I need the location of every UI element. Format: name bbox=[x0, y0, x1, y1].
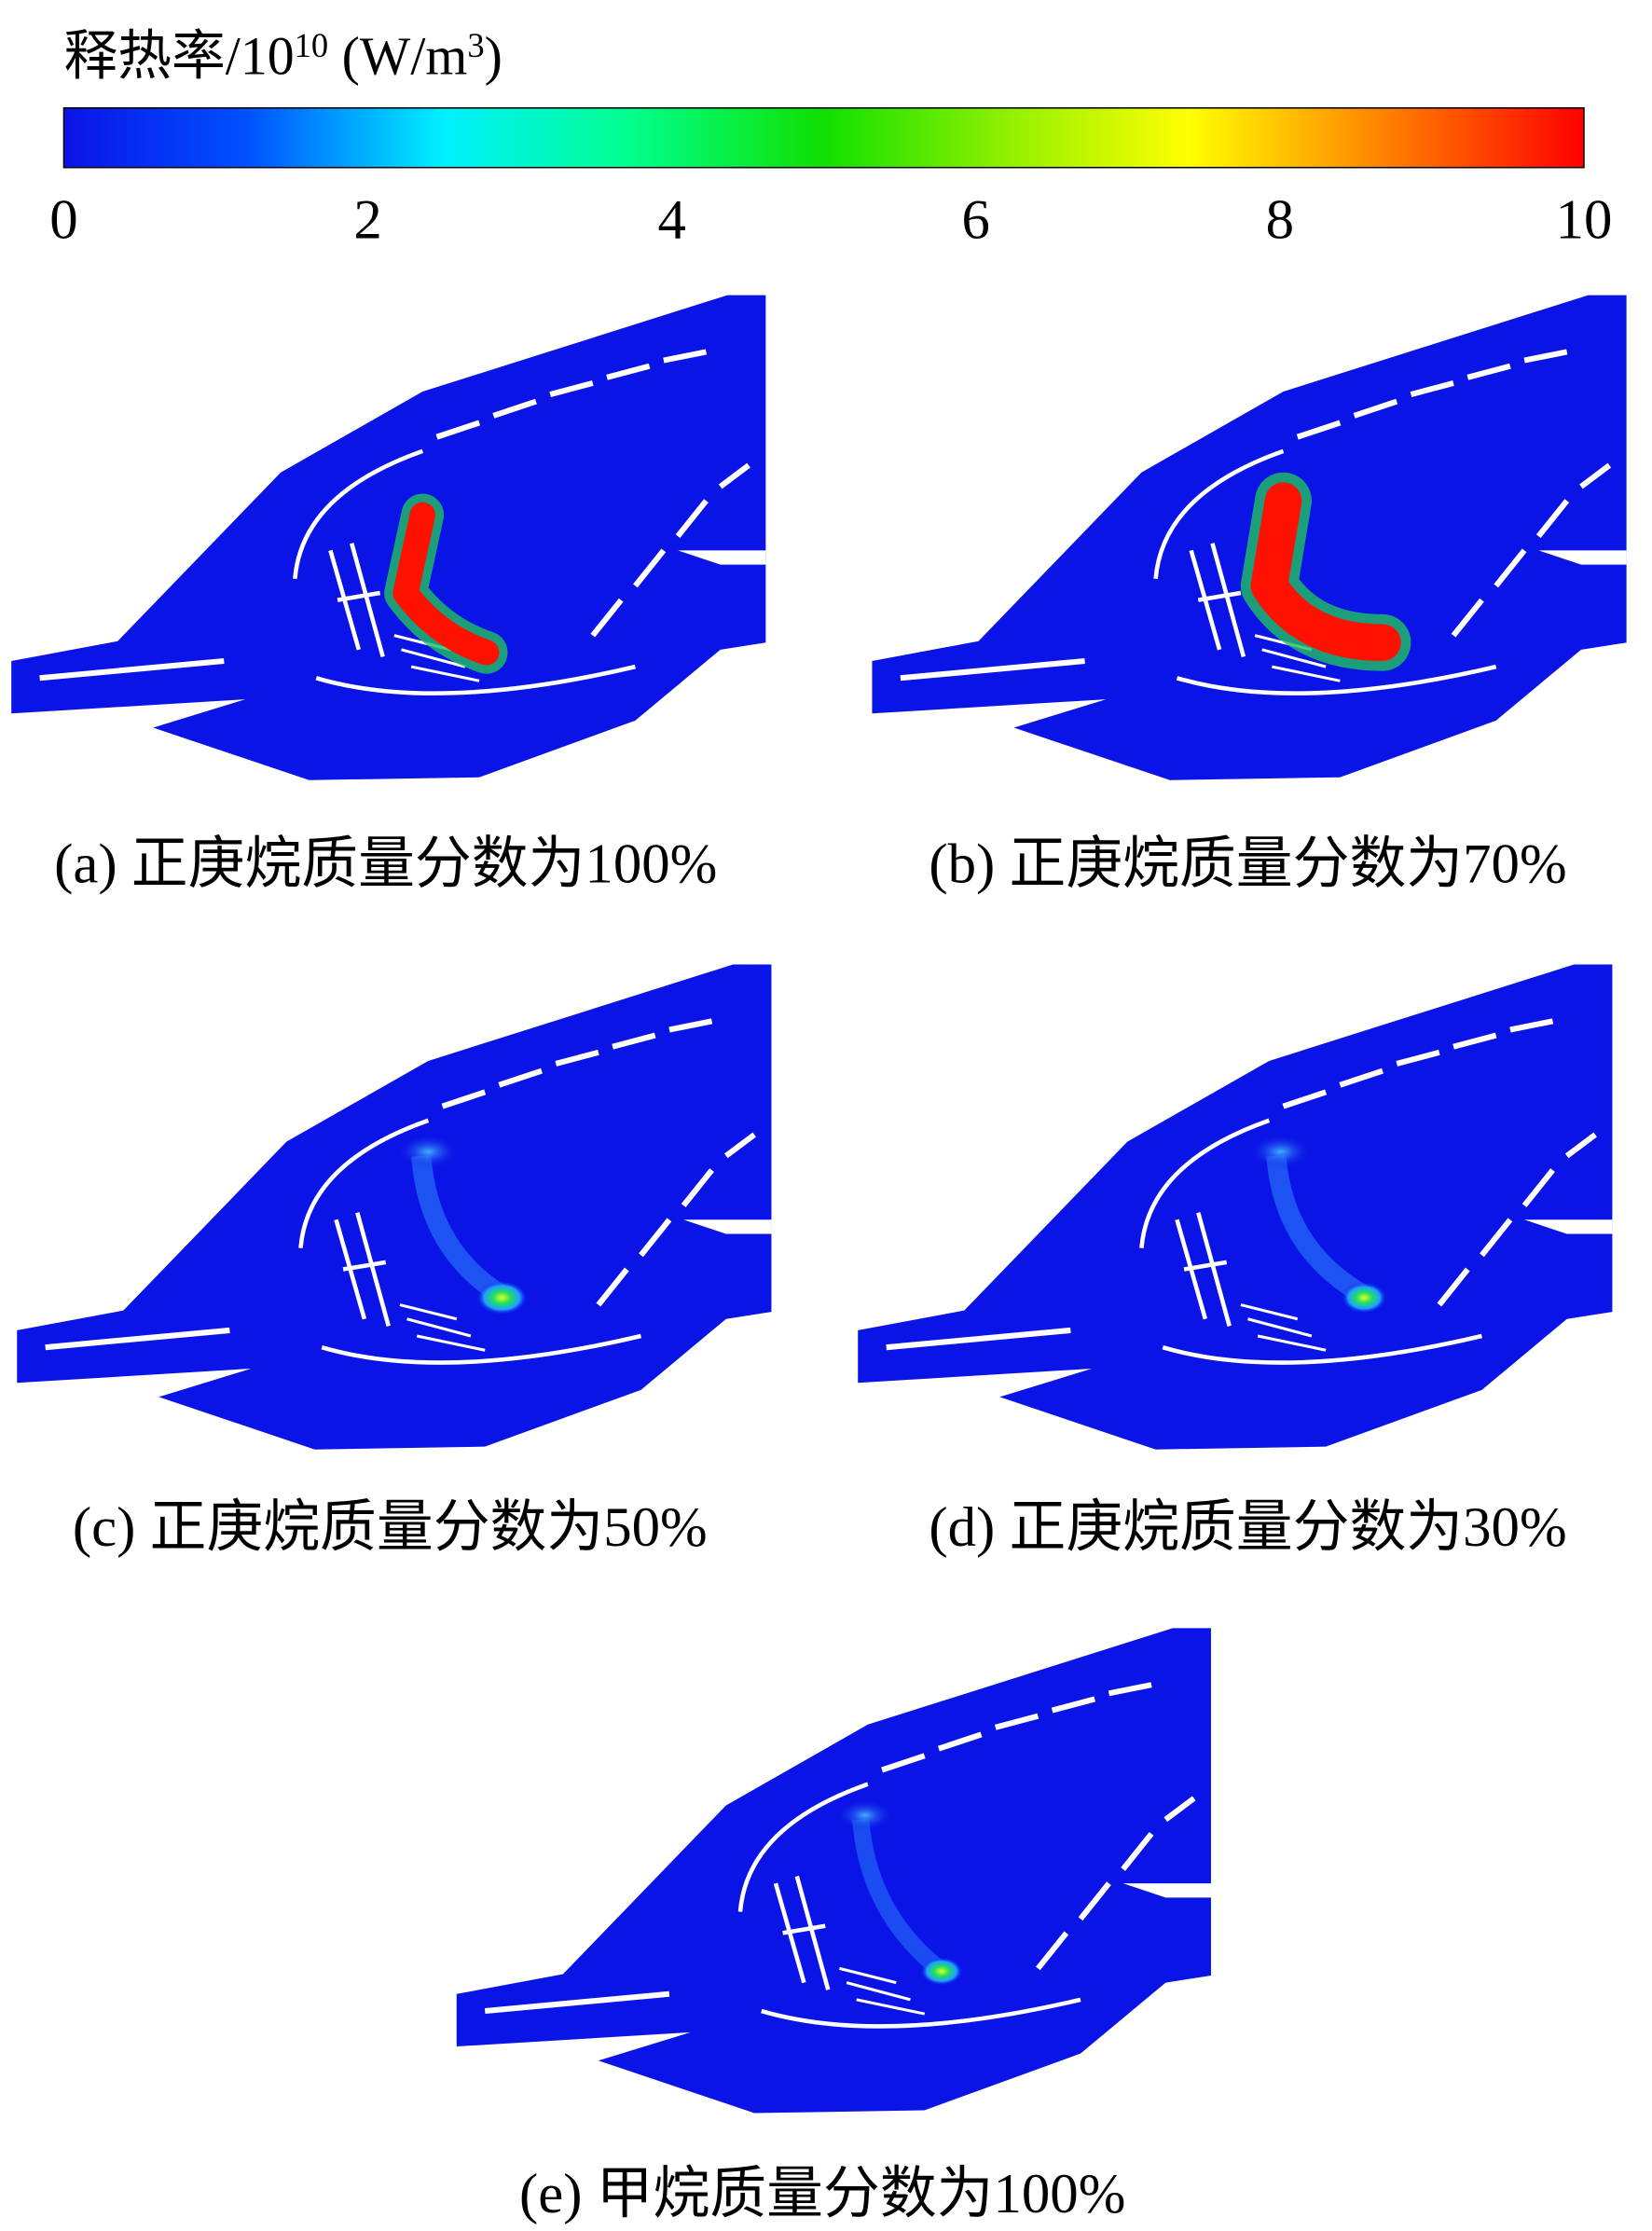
panel-c bbox=[17, 965, 771, 1450]
tick-label: 4 bbox=[657, 189, 685, 252]
tick-label: 10 bbox=[1556, 189, 1613, 252]
tick-label: 2 bbox=[353, 189, 381, 252]
title-part: ) bbox=[485, 26, 502, 86]
tick-label: 0 bbox=[49, 189, 77, 252]
caption: (d) 正庚烷质量分数为30% bbox=[929, 1496, 1566, 1559]
tick-label: 6 bbox=[962, 189, 990, 252]
title-sup: 3 bbox=[467, 26, 484, 64]
caption: (b) 正庚烷质量分数为70% bbox=[929, 833, 1566, 895]
panel-b bbox=[872, 296, 1626, 780]
panel-e bbox=[457, 1628, 1211, 2113]
title-part: 释热率/10 bbox=[63, 26, 294, 86]
title-sup: 10 bbox=[295, 26, 329, 64]
title-part: (W/m bbox=[328, 26, 467, 86]
tick-label: 8 bbox=[1266, 189, 1294, 252]
colorbar-title: 释热率/1010 (W/m3) bbox=[63, 26, 502, 86]
colorbar bbox=[62, 107, 1585, 169]
panel-d bbox=[858, 965, 1612, 1450]
panel-a bbox=[11, 296, 765, 780]
colorbar-ticks: 0 2 4 6 8 10 bbox=[49, 189, 1612, 252]
caption: (e) 甲烷质量分数为100% bbox=[519, 2163, 1125, 2225]
caption: (a) 正庚烷质量分数为100% bbox=[54, 833, 717, 895]
caption: (c) 正庚烷质量分数为50% bbox=[73, 1496, 708, 1559]
